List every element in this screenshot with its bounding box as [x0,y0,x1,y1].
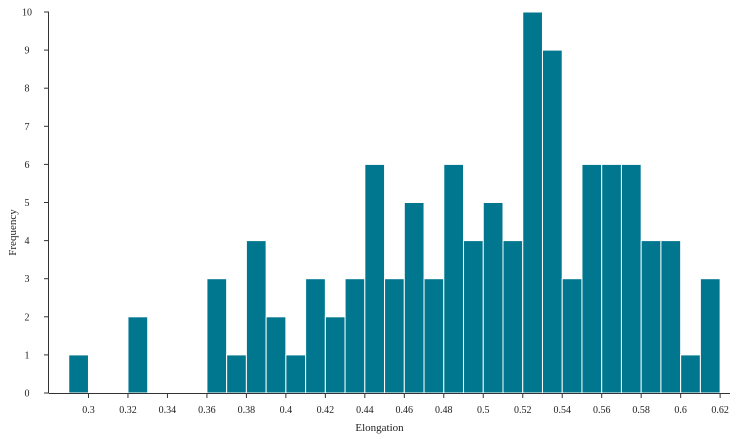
x-tick-label: 0.52 [514,405,532,416]
x-tick-label: 0.46 [396,405,414,416]
x-tick-label: 0.32 [119,405,137,416]
x-tick-label: 0.56 [593,405,611,416]
x-tick-label: 0.6 [674,405,687,416]
histogram-bar [660,240,682,394]
histogram-bar [127,316,149,394]
histogram-bar [305,278,326,394]
histogram-bar [522,11,543,394]
histogram-bar [226,354,247,394]
histogram-bar [680,354,701,394]
y-tick-label: 1 [25,350,30,361]
y-tick-label: 9 [25,46,30,57]
y-tick-label: 7 [25,122,30,133]
histogram-bar [68,354,89,394]
histogram-bars [68,11,721,394]
y-tick-label: 0 [25,389,30,400]
y-tick-label: 6 [25,160,30,171]
histogram-bar [423,278,445,394]
x-tick-label: 0.4 [280,405,293,416]
histogram-bar [206,278,228,394]
y-axis-title: Frequency [7,209,19,256]
histogram-bar [502,240,524,394]
y-tick-label: 5 [25,198,30,209]
histogram-bar [324,316,346,394]
histogram-bar [344,278,366,394]
histogram-bar [699,278,721,394]
y-tick-label: 3 [25,274,30,285]
y-tick-label: 8 [25,84,30,95]
histogram-bar [482,202,504,394]
x-tick-label: 0.48 [435,405,453,416]
histogram-bar [581,163,603,394]
x-tick-label: 0.58 [632,405,650,416]
histogram-bar [620,163,642,394]
x-tick-label: 0.42 [317,405,335,416]
histogram-bar [463,240,484,394]
histogram-bar [245,240,267,394]
x-tick-label: 0.54 [553,405,571,416]
histogram-bar [285,354,307,394]
x-tick-label: 0.44 [356,405,374,416]
x-tick-label: 0.5 [477,405,490,416]
histogram-bar [384,278,405,394]
y-tick-label: 10 [22,8,32,19]
histogram-bar [640,240,662,394]
x-tick-label: 0.62 [711,405,729,416]
y-tick-label: 4 [25,236,30,247]
x-axis-title: Elongation [355,422,404,434]
histogram-bar [541,49,563,394]
x-ticks: 0.3 0.32 0.34 0.36 0.38 0.4 0.42 0.44 0.46 0.48 0.… [82,393,729,416]
x-tick-label: 0.34 [159,405,177,416]
histogram-bar [443,163,465,394]
histogram-bar [601,163,622,394]
y-tick-label: 2 [25,312,30,323]
histogram-bar [561,278,583,394]
x-tick-label: 0.38 [238,405,256,416]
x-tick-label: 0.3 [82,405,95,416]
x-tick-label: 0.36 [198,405,216,416]
y-ticks: 0 1 2 3 4 5 6 7 8 9 10 [22,8,49,400]
histogram-bar [403,202,425,394]
histogram-bar [265,316,287,394]
histogram-bar [364,163,386,394]
